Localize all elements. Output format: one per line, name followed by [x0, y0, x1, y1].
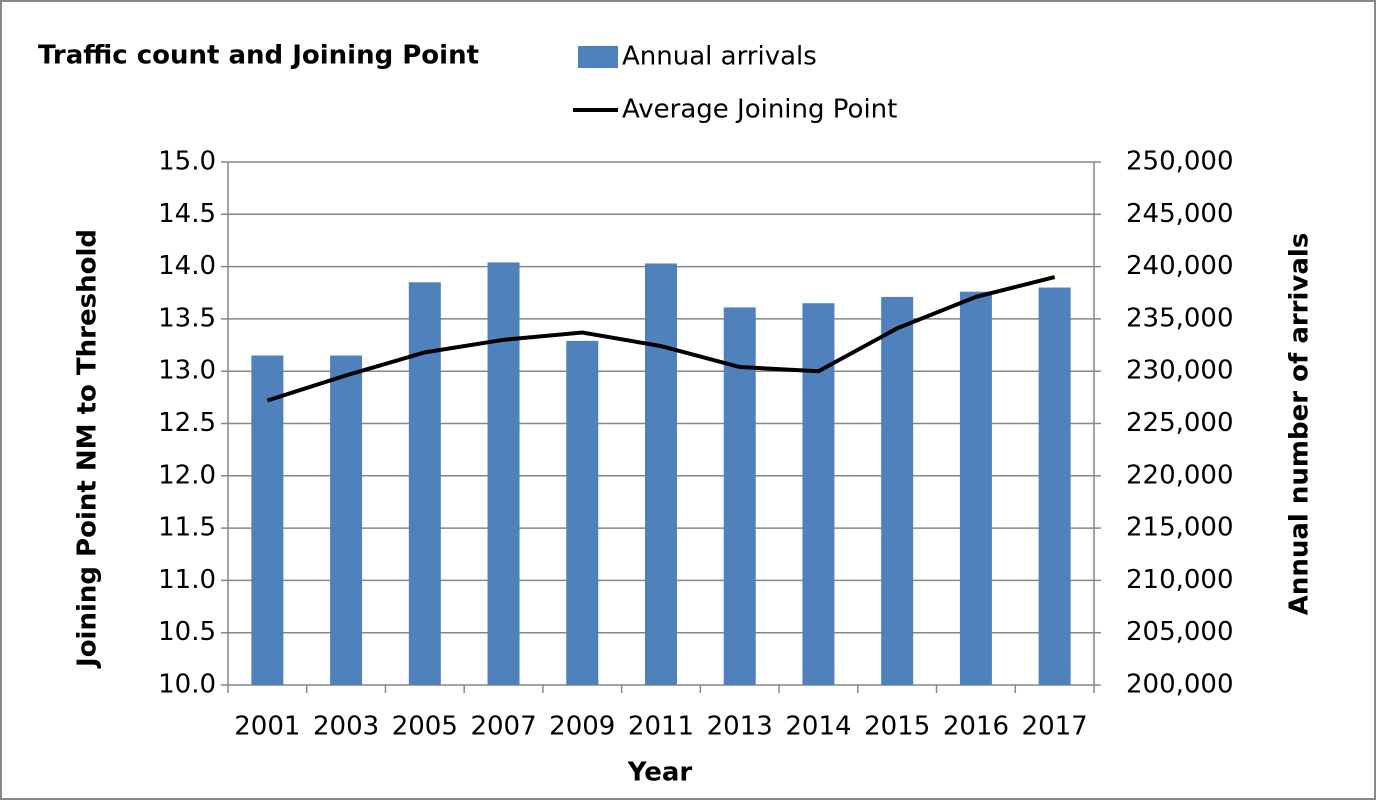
legend-label: Annual arrivals: [622, 42, 817, 72]
y-tick-label: 10.0: [158, 670, 216, 700]
bar: [959, 291, 992, 685]
y2-tick-label: 215,000: [1126, 513, 1234, 543]
y-tick-label: 14.0: [158, 251, 216, 281]
y2-tick-label: 235,000: [1126, 303, 1234, 333]
x-tick-label: 2009: [549, 712, 615, 742]
x-tick-label: 2001: [234, 712, 300, 742]
bar: [408, 282, 441, 685]
y2-tick-label: 250,000: [1126, 147, 1234, 177]
x-tick-label: 2017: [1022, 712, 1088, 742]
x-axis-title: Year: [627, 758, 693, 788]
bar: [251, 355, 284, 685]
y2-tick-label: 230,000: [1126, 356, 1234, 386]
bar: [566, 340, 599, 685]
x-tick-label: 2003: [313, 712, 379, 742]
bar: [802, 303, 835, 685]
y-tick-label: 10.5: [158, 617, 216, 647]
y2-tick-label: 200,000: [1126, 670, 1234, 700]
y2-tick-label: 220,000: [1126, 460, 1234, 490]
bar: [487, 262, 520, 685]
y-tick-label: 11.5: [158, 513, 216, 543]
y-tick-label: 14.5: [158, 199, 216, 229]
y2-tick-label: 205,000: [1126, 617, 1234, 647]
bar: [1038, 287, 1071, 685]
x-tick-label: 2007: [470, 712, 536, 742]
y2-tick-label: 245,000: [1126, 199, 1234, 229]
y-tick-label: 13.5: [158, 303, 216, 333]
legend-label: Average Joining Point: [622, 95, 897, 125]
y-tick-label: 13.0: [158, 356, 216, 386]
y2-tick-label: 210,000: [1126, 565, 1234, 595]
chart-title: Traffic count and Joining Point: [38, 41, 479, 71]
x-tick-label: 2013: [707, 712, 773, 742]
x-tick-label: 2016: [943, 712, 1009, 742]
bar: [881, 296, 914, 685]
y-tick-label: 12.5: [158, 408, 216, 438]
y-axis-title: Joining Point NM to Threshold: [73, 229, 103, 669]
x-tick-label: 2011: [628, 712, 694, 742]
y2-axis-title: Annual number of arrivals: [1285, 233, 1315, 616]
y-tick-label: 15.0: [158, 147, 216, 177]
x-tick-label: 2005: [392, 712, 458, 742]
x-tick-label: 2014: [785, 712, 851, 742]
bar: [645, 263, 677, 685]
bar: [330, 355, 363, 685]
y2-tick-label: 240,000: [1126, 251, 1234, 281]
bar: [723, 307, 756, 685]
y2-tick-label: 225,000: [1126, 408, 1234, 438]
y-tick-label: 12.0: [158, 460, 216, 490]
legend-swatch: [578, 46, 618, 68]
line: [266, 275, 1056, 403]
x-tick-label: 2015: [864, 712, 930, 742]
y-tick-label: 11.0: [158, 565, 216, 595]
